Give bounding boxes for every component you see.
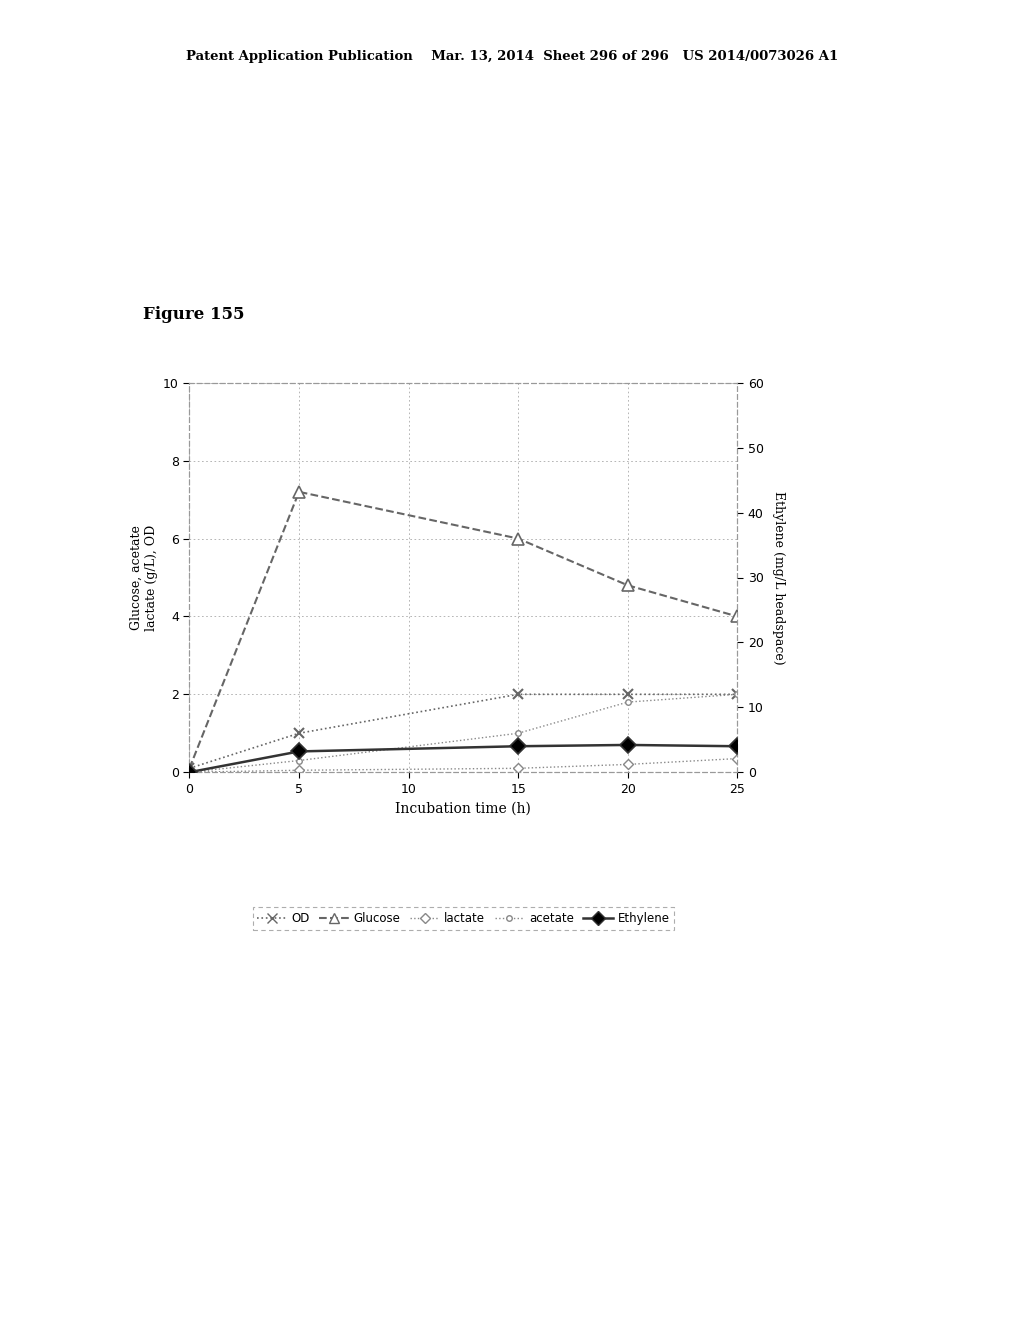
- Legend: OD, Glucose, lactate, acetate, Ethylene: OD, Glucose, lactate, acetate, Ethylene: [253, 907, 674, 929]
- X-axis label: Incubation time (h): Incubation time (h): [395, 801, 531, 816]
- Y-axis label: Ethylene (mg/L headspace): Ethylene (mg/L headspace): [771, 491, 784, 664]
- Y-axis label: Glucose, acetate
lactate (g/L), OD: Glucose, acetate lactate (g/L), OD: [130, 524, 158, 631]
- Text: Figure 155: Figure 155: [143, 306, 245, 323]
- Text: Patent Application Publication    Mar. 13, 2014  Sheet 296 of 296   US 2014/0073: Patent Application Publication Mar. 13, …: [186, 50, 838, 63]
